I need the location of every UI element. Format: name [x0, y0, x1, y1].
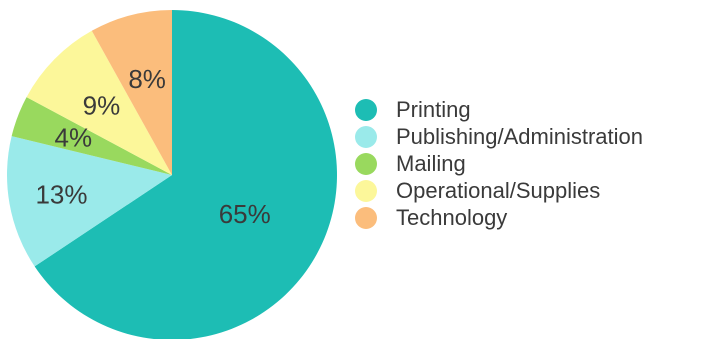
pie-slice-operational-supplies: [26, 30, 173, 176]
legend-label: Printing: [396, 97, 471, 122]
pie-slice-mailing: [11, 97, 173, 175]
legend-item-technology: Technology: [355, 204, 643, 231]
legend-swatch: [355, 179, 377, 202]
pie-slice-publishing-administration: [6, 136, 172, 267]
legend-label: Mailing: [396, 151, 466, 176]
legend-swatch: [355, 206, 377, 229]
legend-swatch: [355, 152, 377, 175]
legend-label: Publishing/Administration: [396, 124, 644, 149]
legend-item-publishing-administration: Publishing/Administration: [355, 123, 643, 150]
legend-item-operational-supplies: Operational/Supplies: [355, 177, 643, 204]
legend-item-mailing: Mailing: [355, 150, 643, 177]
pie-slice-printing: [34, 10, 337, 339]
pie-label-publishing-administration: 13%: [35, 179, 87, 209]
legend-item-printing: Printing: [355, 96, 643, 123]
chart-legend: Printing Publishing/Administration Maili…: [355, 96, 643, 231]
legend-swatch: [355, 98, 377, 121]
legend-swatch: [355, 125, 377, 148]
pie-label-operational-supplies: 9%: [83, 91, 121, 121]
legend-label: Technology: [396, 205, 508, 230]
pie-label-technology: 8%: [128, 64, 166, 94]
pie-label-mailing: 4%: [55, 122, 93, 152]
pie-label-printing: 65%: [219, 199, 271, 229]
pie-slice-technology: [91, 10, 172, 175]
legend-label: Operational/Supplies: [396, 178, 601, 203]
